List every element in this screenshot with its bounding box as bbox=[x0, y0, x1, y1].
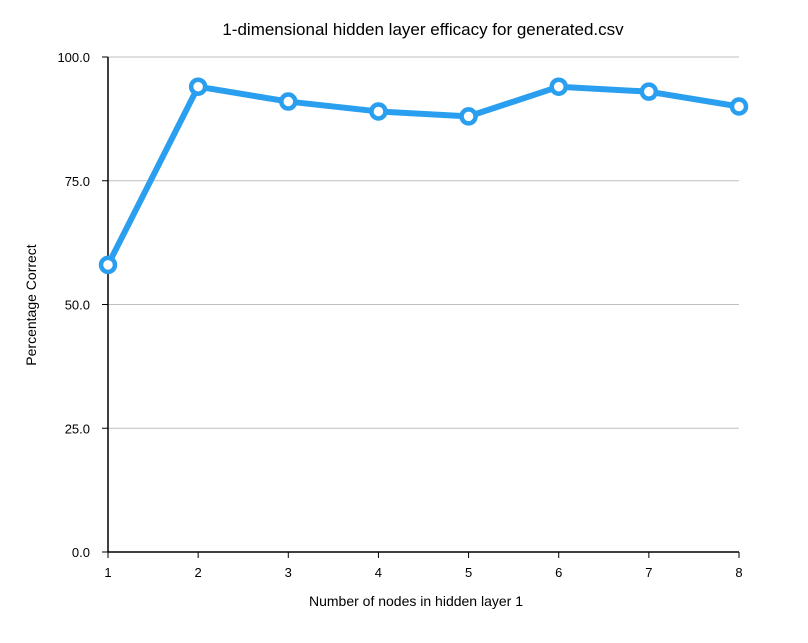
data-point bbox=[188, 77, 208, 96]
data-point bbox=[98, 255, 118, 275]
y-tick-label: 25.0 bbox=[65, 421, 90, 436]
x-tick-label: 7 bbox=[645, 565, 652, 580]
y-axis-label: Percentage Correct bbox=[23, 244, 39, 366]
series-layer bbox=[105, 83, 742, 268]
data-points bbox=[98, 77, 749, 275]
data-point bbox=[369, 102, 388, 121]
y-tick-label: 100.0 bbox=[57, 50, 90, 65]
chart-title: 1-dimensional hidden layer efficacy for … bbox=[222, 20, 624, 39]
y-tick-labels: 0.0 25.0 50.0 75.0 100.0 bbox=[57, 50, 90, 560]
series-line bbox=[105, 83, 742, 268]
x-tick-label: 8 bbox=[735, 565, 742, 580]
data-point bbox=[459, 107, 478, 126]
x-tick-labels: 1 2 3 4 5 6 7 8 bbox=[104, 565, 742, 580]
axes bbox=[102, 56, 740, 558]
x-tick-label: 2 bbox=[195, 565, 202, 580]
x-tick-label: 6 bbox=[555, 565, 562, 580]
y-tick-label: 50.0 bbox=[65, 298, 90, 313]
y-tick-label: 75.0 bbox=[65, 174, 90, 189]
x-tick-label: 3 bbox=[285, 565, 292, 580]
data-point bbox=[279, 92, 298, 111]
data-point bbox=[729, 97, 749, 116]
x-tick-label: 4 bbox=[375, 565, 382, 580]
y-tick-label: 0.0 bbox=[72, 545, 90, 560]
x-tick-label: 5 bbox=[465, 565, 472, 580]
data-point bbox=[549, 77, 568, 96]
x-tick-label: 1 bbox=[104, 565, 111, 580]
data-point bbox=[639, 82, 659, 101]
grid-lines bbox=[108, 56, 739, 429]
x-axis-label: Number of nodes in hidden layer 1 bbox=[309, 593, 523, 609]
